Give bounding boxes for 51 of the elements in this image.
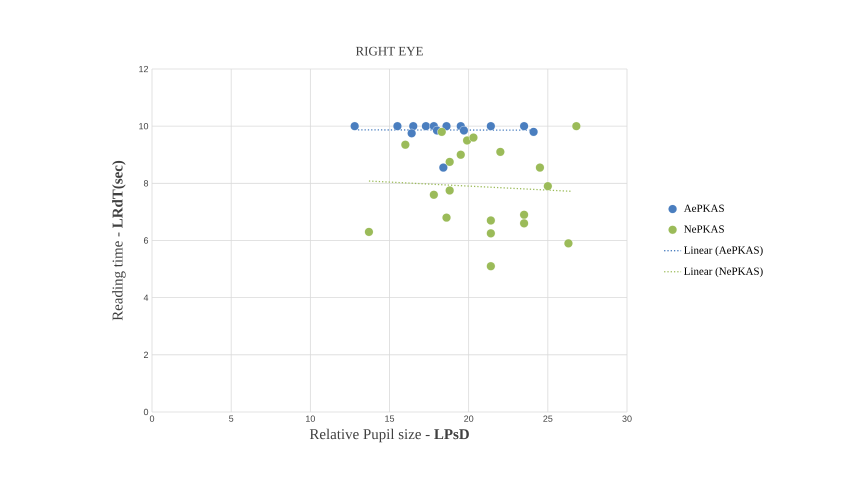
- y-tick-label: 2: [144, 352, 148, 358]
- x-tick-label: 25: [543, 416, 552, 422]
- point: [529, 127, 538, 136]
- point: [543, 182, 552, 191]
- point: [496, 147, 505, 156]
- x-tick-label: 20: [464, 416, 474, 422]
- point: [520, 218, 529, 228]
- point: [407, 128, 416, 138]
- point: [520, 122, 529, 131]
- x-tick-label: 10: [306, 416, 315, 422]
- point: [564, 238, 573, 248]
- y-tick-label: 4: [144, 294, 148, 301]
- y-tick-label: 12: [139, 66, 148, 72]
- point: [486, 262, 496, 271]
- x-tick-label: 5: [229, 416, 234, 422]
- point: [486, 122, 496, 131]
- point: [438, 163, 448, 172]
- y-tick-label: 6: [144, 237, 148, 244]
- point: [572, 122, 581, 131]
- legend-label: AePKAS: [684, 204, 724, 212]
- point: [520, 210, 529, 220]
- chart-title: RIGHT EYE: [356, 46, 423, 56]
- point: [364, 227, 374, 236]
- x-tick-label: 0: [150, 416, 154, 422]
- point: [442, 122, 452, 131]
- y-axis-title: Reading time - LRdT(sec): [112, 160, 126, 320]
- legend-label: NePKAS: [684, 225, 724, 233]
- x-tick-label: 30: [622, 416, 632, 422]
- point: [392, 122, 402, 131]
- point: [486, 216, 496, 225]
- point: [535, 163, 544, 172]
- point: [459, 126, 468, 135]
- point: [445, 186, 454, 195]
- y-tick-label: 8: [144, 180, 148, 186]
- x-axis-title: Relative Pupil size - LPsD: [310, 428, 469, 442]
- point: [429, 190, 438, 200]
- point: [437, 127, 446, 136]
- point: [400, 140, 410, 150]
- point: [468, 133, 478, 142]
- point: [421, 122, 430, 131]
- x-tick-label: 15: [385, 416, 394, 422]
- legend-label: Linear (AePKAS): [684, 246, 763, 256]
- y-tick-label: 10: [139, 122, 148, 130]
- point: [445, 157, 454, 166]
- legend-label: Linear (NePKAS): [684, 267, 763, 278]
- point: [442, 213, 452, 222]
- point: [456, 150, 466, 160]
- point: [408, 122, 418, 131]
- point: [486, 228, 496, 238]
- y-tick-label: 0: [144, 408, 148, 416]
- point: [350, 122, 360, 131]
